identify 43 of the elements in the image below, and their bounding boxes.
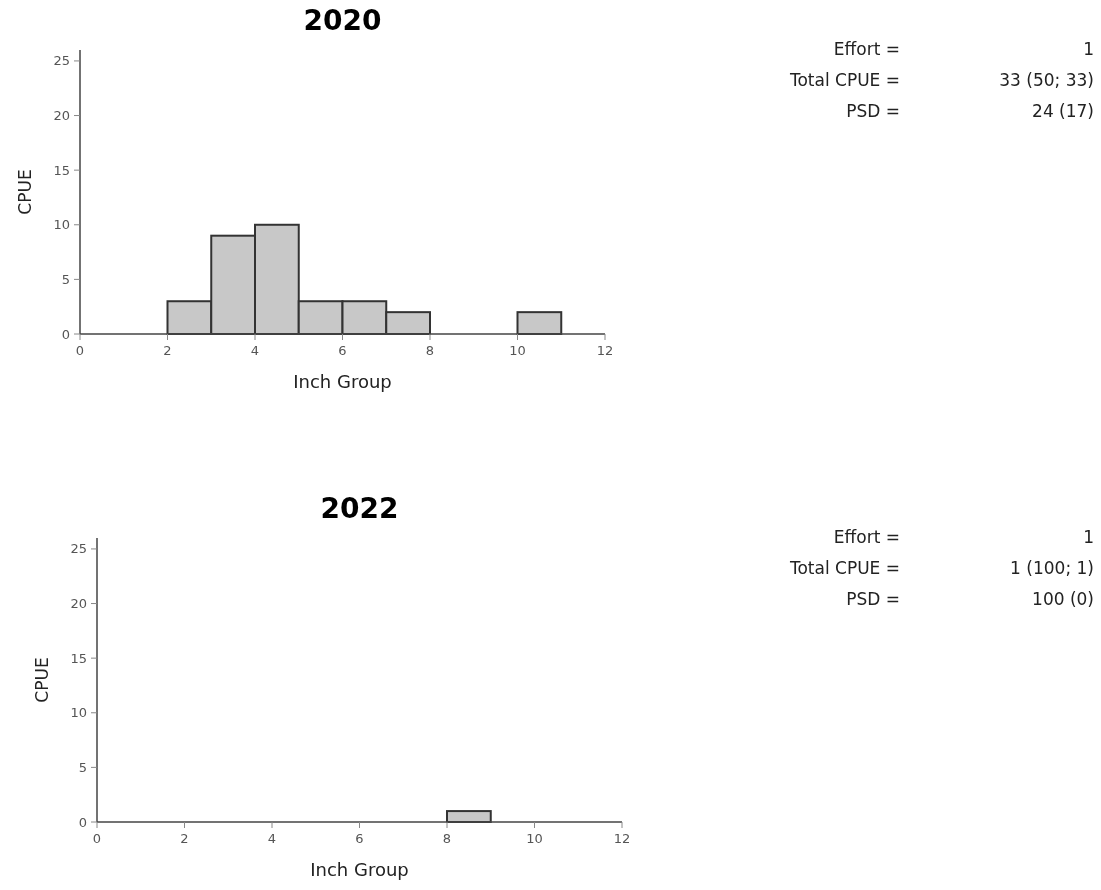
text: Total CPUE = bbox=[788, 69, 900, 90]
x-tick-label: 6 bbox=[338, 343, 347, 358]
y-tick-label: 5 bbox=[78, 759, 87, 775]
text: 1 (100; 1) bbox=[1010, 557, 1094, 578]
y-axis-title: CPUE bbox=[14, 169, 35, 215]
x-tick-label: 12 bbox=[596, 343, 614, 358]
x-axis-title: Inch Group bbox=[310, 859, 409, 880]
x-tick-label: 10 bbox=[509, 343, 526, 358]
y-tick-label: 20 bbox=[53, 108, 70, 124]
y-tick-label: 15 bbox=[53, 162, 70, 178]
x-axis-title: Inch Group bbox=[293, 371, 392, 392]
x-tick-label: 4 bbox=[267, 831, 277, 846]
x-tick-label: 8 bbox=[425, 343, 435, 358]
y-tick-label: 20 bbox=[70, 596, 87, 612]
x-tick-label: 6 bbox=[355, 831, 364, 846]
text: 33 (50; 33) bbox=[999, 69, 1094, 90]
x-tick-label: 12 bbox=[613, 831, 631, 846]
text: 1 bbox=[1083, 526, 1094, 547]
chart-title: 2022 bbox=[320, 491, 399, 525]
text: Total CPUE = bbox=[788, 557, 900, 578]
y-tick-label: 10 bbox=[70, 705, 87, 721]
y-tick-label: 15 bbox=[70, 650, 87, 666]
x-tick-label: 4 bbox=[250, 343, 260, 358]
y-tick-label: 25 bbox=[70, 541, 87, 557]
text: Effort = bbox=[833, 38, 900, 59]
text: 1 bbox=[1083, 38, 1094, 59]
x-tick-label: 8 bbox=[442, 831, 452, 846]
y-tick-label: 25 bbox=[53, 53, 70, 69]
text: PSD = bbox=[846, 100, 900, 121]
x-tick-label: 2 bbox=[163, 343, 172, 358]
y-tick-label: 10 bbox=[53, 217, 70, 233]
x-tick-label: 0 bbox=[92, 831, 102, 846]
text: PSD = bbox=[846, 588, 900, 609]
x-tick-label: 2 bbox=[180, 831, 189, 846]
x-tick-label: 10 bbox=[526, 831, 543, 846]
text: Effort = bbox=[833, 526, 900, 547]
text: 100 (0) bbox=[1032, 588, 1094, 609]
chart-title: 2020 bbox=[303, 3, 382, 37]
text: 24 (17) bbox=[1032, 100, 1094, 121]
y-tick-label: 0 bbox=[61, 326, 70, 342]
y-tick-label: 0 bbox=[78, 814, 87, 830]
y-tick-label: 5 bbox=[61, 271, 70, 287]
y-axis-title: CPUE bbox=[31, 657, 52, 703]
